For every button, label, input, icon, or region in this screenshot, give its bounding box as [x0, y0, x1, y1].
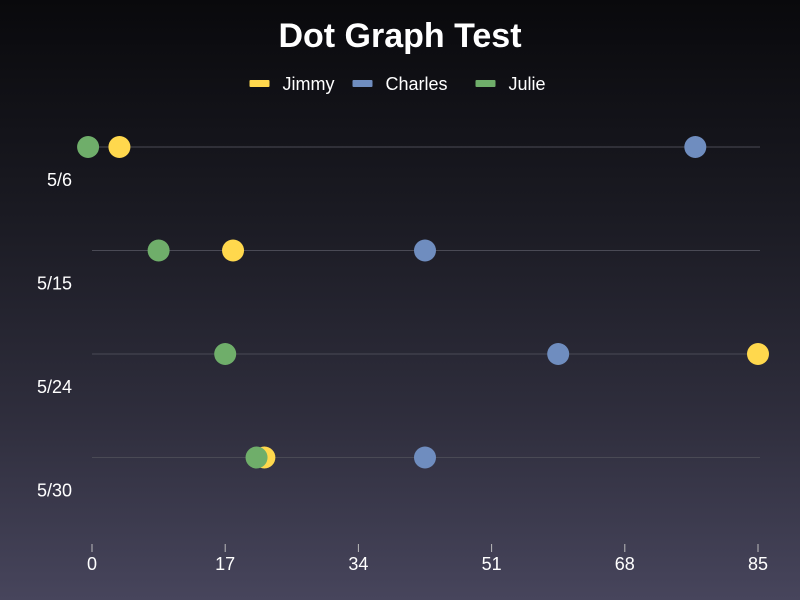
dot-julie-2 [214, 343, 237, 365]
category-label: 5/24 [37, 377, 72, 397]
x-axis: 0 17 34 51 68 85 [87, 544, 768, 574]
x-tick-label: 0 [87, 554, 97, 574]
legend-label-jimmy: Jimmy [283, 74, 335, 94]
legend: Jimmy Charles Julie [249, 74, 546, 94]
legend-label-julie: Julie [509, 74, 546, 94]
chart-title: Dot Graph Test [278, 17, 521, 55]
legend-label-charles: Charles [386, 74, 448, 94]
dot-julie-0 [77, 136, 100, 158]
dots [77, 136, 769, 469]
dot-charles-0 [684, 136, 707, 158]
dot-jimmy-2 [747, 343, 769, 365]
category-label: 5/15 [37, 274, 72, 294]
legend-swatch-julie [475, 80, 496, 87]
x-tick-label: 85 [748, 554, 768, 574]
x-tick-label: 51 [482, 554, 502, 574]
x-tick-label: 68 [615, 554, 635, 574]
x-tick-label: 17 [215, 554, 235, 574]
dot-charles-3 [414, 446, 436, 469]
dot-jimmy-1 [222, 239, 245, 262]
category-label: 5/30 [37, 481, 72, 501]
legend-swatch-charles [352, 80, 373, 87]
dot-charles-1 [414, 239, 436, 262]
gridlines [92, 146, 760, 458]
category-axis: 5/6 5/15 5/24 5/30 [37, 170, 72, 501]
dot-julie-3 [245, 446, 268, 469]
category-label: 5/6 [47, 170, 72, 190]
x-tick-label: 34 [348, 554, 368, 574]
dot-jimmy-0 [108, 136, 131, 158]
dot-julie-1 [147, 239, 170, 262]
legend-swatch-jimmy [249, 80, 270, 87]
dot-charles-2 [547, 343, 570, 365]
